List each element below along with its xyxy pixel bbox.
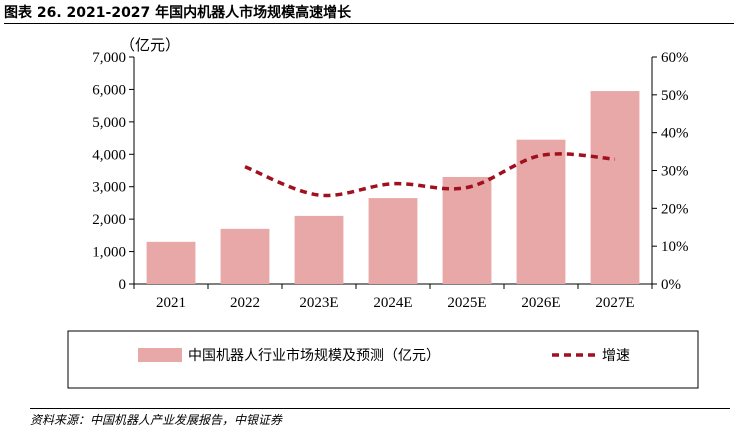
left-tick-label: 7,000 xyxy=(92,50,126,66)
left-tick-label: 1,000 xyxy=(92,245,126,261)
left-tick-label: 0 xyxy=(119,277,127,293)
right-tick-label: 10% xyxy=(661,239,689,255)
growth-rate-line xyxy=(244,152,616,198)
x-tick-label: 2026E xyxy=(521,295,560,311)
bar xyxy=(442,176,492,284)
x-tick-label: 2024E xyxy=(373,295,412,311)
right-tick-label: 30% xyxy=(661,164,689,180)
right-tick-label: 0% xyxy=(661,277,681,293)
left-tick-label: 5,000 xyxy=(92,115,126,131)
bar xyxy=(368,198,418,284)
left-tick-label: 3,000 xyxy=(92,180,126,196)
legend-box xyxy=(67,330,699,389)
x-tick-label: 2022 xyxy=(230,295,260,311)
legend-bar-label: 中国机器人行业市场规模及预测（亿元） xyxy=(188,347,440,364)
x-tick-label: 2023E xyxy=(299,295,338,311)
source-note: 资料来源：中国机器人产业发展报告，中银证券 xyxy=(30,408,730,430)
bar xyxy=(146,241,196,284)
left-tick-label: 6,000 xyxy=(92,82,126,98)
right-tick-label: 50% xyxy=(661,88,689,104)
bar xyxy=(220,228,270,284)
x-tick-label: 2021 xyxy=(156,295,186,311)
right-tick-label: 40% xyxy=(661,126,689,142)
bar xyxy=(294,215,344,284)
right-tick-label: 20% xyxy=(661,201,689,217)
chart-title: 图表 26. 2021-2027 年国内机器人市场规模高速增长 xyxy=(4,2,734,24)
right-tick-label: 60% xyxy=(661,50,689,66)
legend-bar-swatch xyxy=(138,348,182,362)
x-tick-label: 2027E xyxy=(595,295,634,311)
x-tick-label: 2025E xyxy=(447,295,486,311)
left-tick-label: 4,000 xyxy=(92,147,126,163)
left-axis-unit: （亿元） xyxy=(120,37,180,54)
left-tick-label: 2,000 xyxy=(92,212,126,228)
legend-line-label: 增速 xyxy=(602,348,630,364)
bar xyxy=(590,91,640,284)
bar xyxy=(516,139,566,284)
